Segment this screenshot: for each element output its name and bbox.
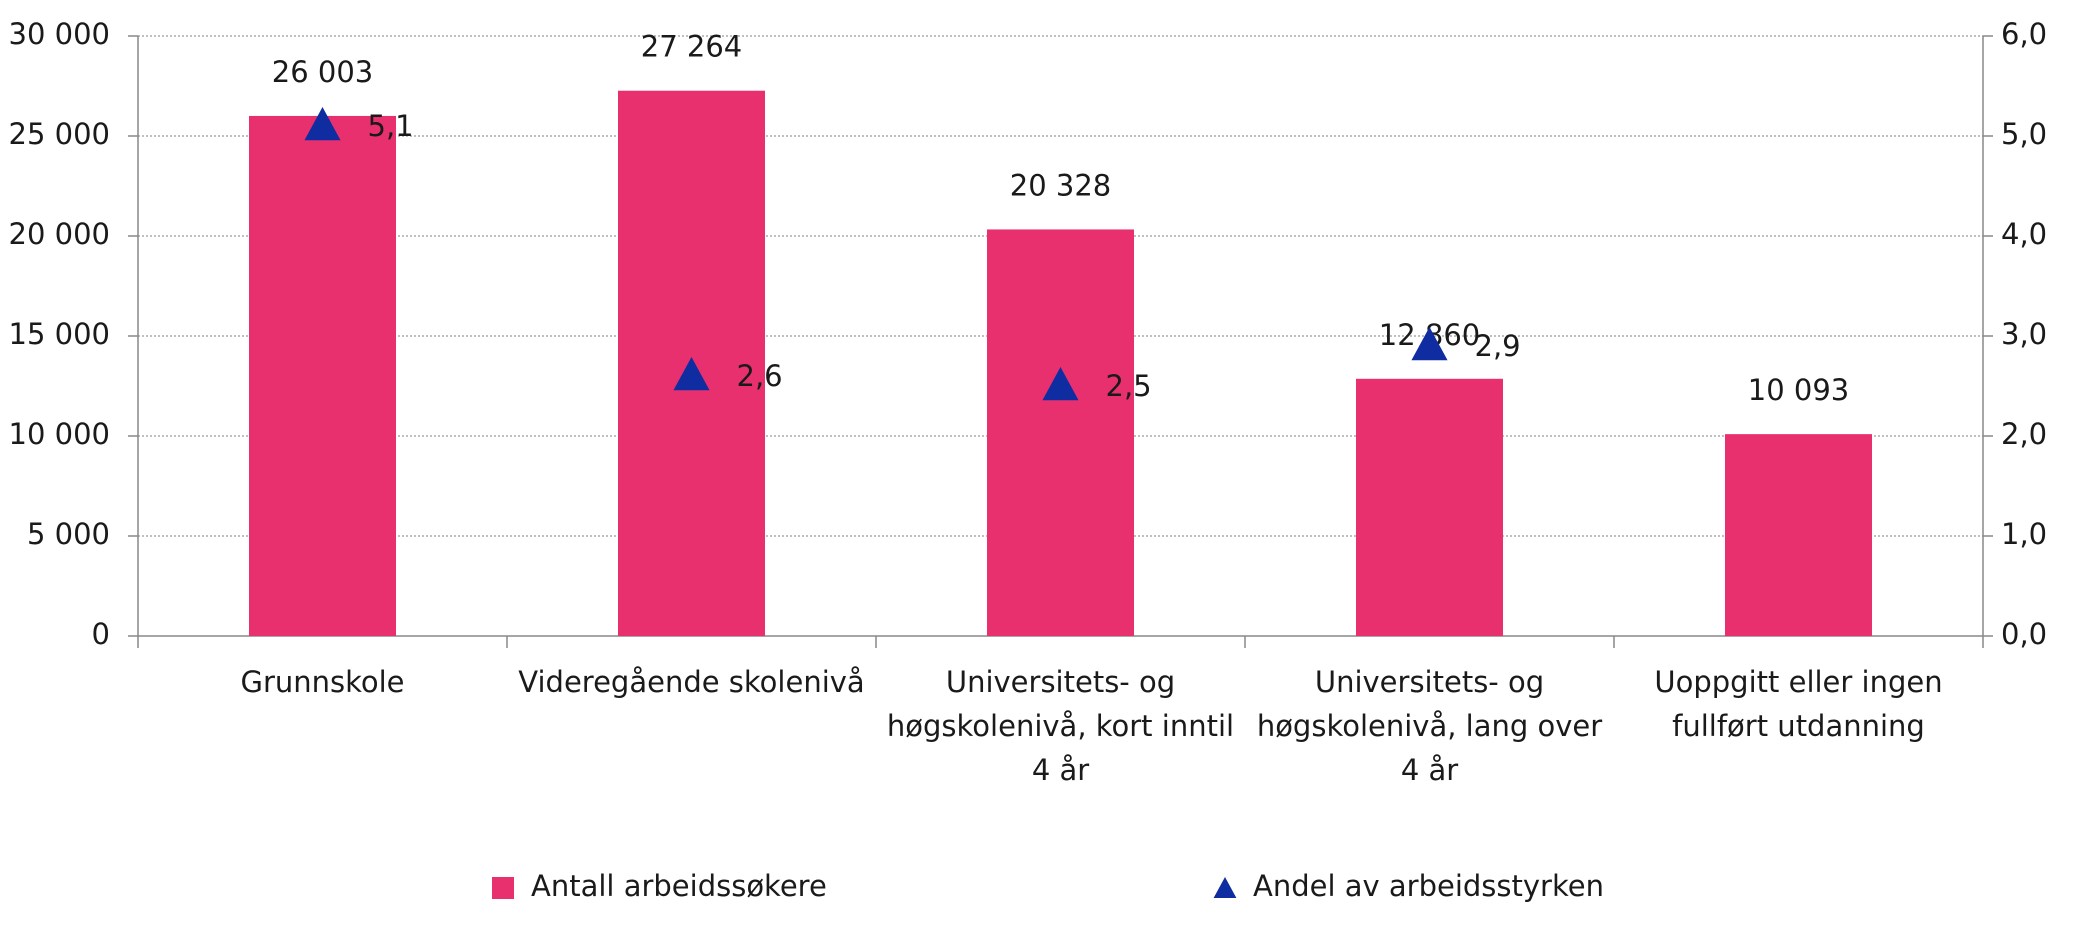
bar-label: 20 328 bbox=[1010, 168, 1111, 202]
y2-tick-label: 5,0 bbox=[2001, 117, 2047, 151]
y-tick-label: 5 000 bbox=[27, 517, 110, 551]
y2-tick-label: 1,0 bbox=[2001, 517, 2047, 551]
y-tick-label: 0 bbox=[92, 617, 110, 651]
triangle-label: 2,6 bbox=[737, 359, 783, 393]
y-tick-label: 20 000 bbox=[9, 217, 110, 251]
triangle-marker bbox=[1411, 327, 1448, 361]
y2-tick-label: 6,0 bbox=[2001, 17, 2047, 51]
triangle-marker bbox=[1042, 367, 1079, 401]
triangle-label: 2,5 bbox=[1106, 369, 1152, 403]
legend-label: Antall arbeidssøkere bbox=[531, 869, 827, 903]
x-tick-label: Universitets- og høgskolenivå, lang over… bbox=[1256, 665, 1603, 787]
y-tick-label: 15 000 bbox=[9, 317, 110, 351]
bar bbox=[1356, 378, 1503, 636]
bar-label: 26 003 bbox=[272, 55, 373, 89]
y2-tick-label: 2,0 bbox=[2001, 417, 2047, 451]
bar bbox=[987, 229, 1134, 636]
y2-tick-label: 0,0 bbox=[2001, 617, 2047, 651]
triangle-label: 2,9 bbox=[1475, 329, 1521, 363]
legend-swatch bbox=[492, 877, 514, 899]
bar-label: 10 093 bbox=[1748, 373, 1849, 407]
x-tick-label: Grunnskole bbox=[240, 665, 405, 699]
y-tick-label: 10 000 bbox=[9, 417, 110, 451]
triangle-label: 5,1 bbox=[368, 109, 414, 143]
bar-label: 27 264 bbox=[641, 30, 742, 64]
triangle-marker bbox=[304, 107, 341, 141]
bar bbox=[1725, 434, 1872, 636]
y2-tick-label: 3,0 bbox=[2001, 317, 2047, 351]
x-tick-label: Universitets- og høgskolenivå, kort innt… bbox=[886, 665, 1235, 787]
y2-tick-label: 4,0 bbox=[2001, 217, 2047, 251]
legend-swatch bbox=[1213, 877, 1237, 898]
y-tick-label: 25 000 bbox=[9, 117, 110, 151]
y-tick-label: 30 000 bbox=[9, 17, 110, 51]
triangle-marker bbox=[673, 357, 710, 391]
x-tick-label: Videregående skolenivå bbox=[518, 665, 865, 699]
legend-label: Andel av arbeidsstyrken bbox=[1253, 869, 1604, 903]
x-tick-label: Uoppgitt eller ingen fullført utdanning bbox=[1654, 665, 1943, 743]
bar bbox=[249, 115, 396, 636]
